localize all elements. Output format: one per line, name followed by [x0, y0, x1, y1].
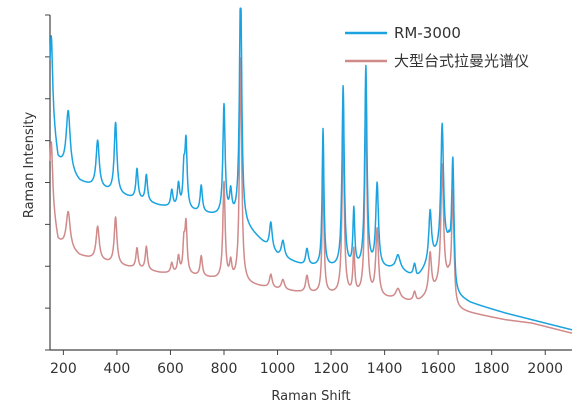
series-line-1	[49, 57, 573, 334]
x-tick-label: 400	[104, 361, 131, 377]
x-tick-label: 800	[211, 361, 238, 377]
x-tick-label: 1200	[313, 361, 349, 377]
x-tick-label: 1000	[260, 361, 296, 377]
legend: RM-3000 大型台式拉曼光谱仪	[345, 24, 529, 70]
x-tick-label: 2000	[527, 361, 563, 377]
x-tick-label: 1600	[420, 361, 456, 377]
y-axis	[45, 14, 51, 351]
x-tick-label: 1800	[474, 361, 510, 377]
x-axis-title: Raman Shift	[271, 389, 350, 404]
x-tick-label: 200	[50, 361, 77, 377]
y-axis-title: Raman Intensity	[22, 112, 37, 219]
spectra-lines	[49, 7, 573, 334]
x-tick-label: 1400	[367, 361, 403, 377]
series-line-0	[49, 7, 573, 331]
x-tick-label: 600	[157, 361, 184, 377]
legend-label: RM-3000	[394, 24, 461, 42]
x-axis: 200 400 600 800 1000 1200 1400 1600 1800 2000	[50, 349, 572, 377]
legend-label: 大型台式拉曼光谱仪	[394, 52, 529, 70]
